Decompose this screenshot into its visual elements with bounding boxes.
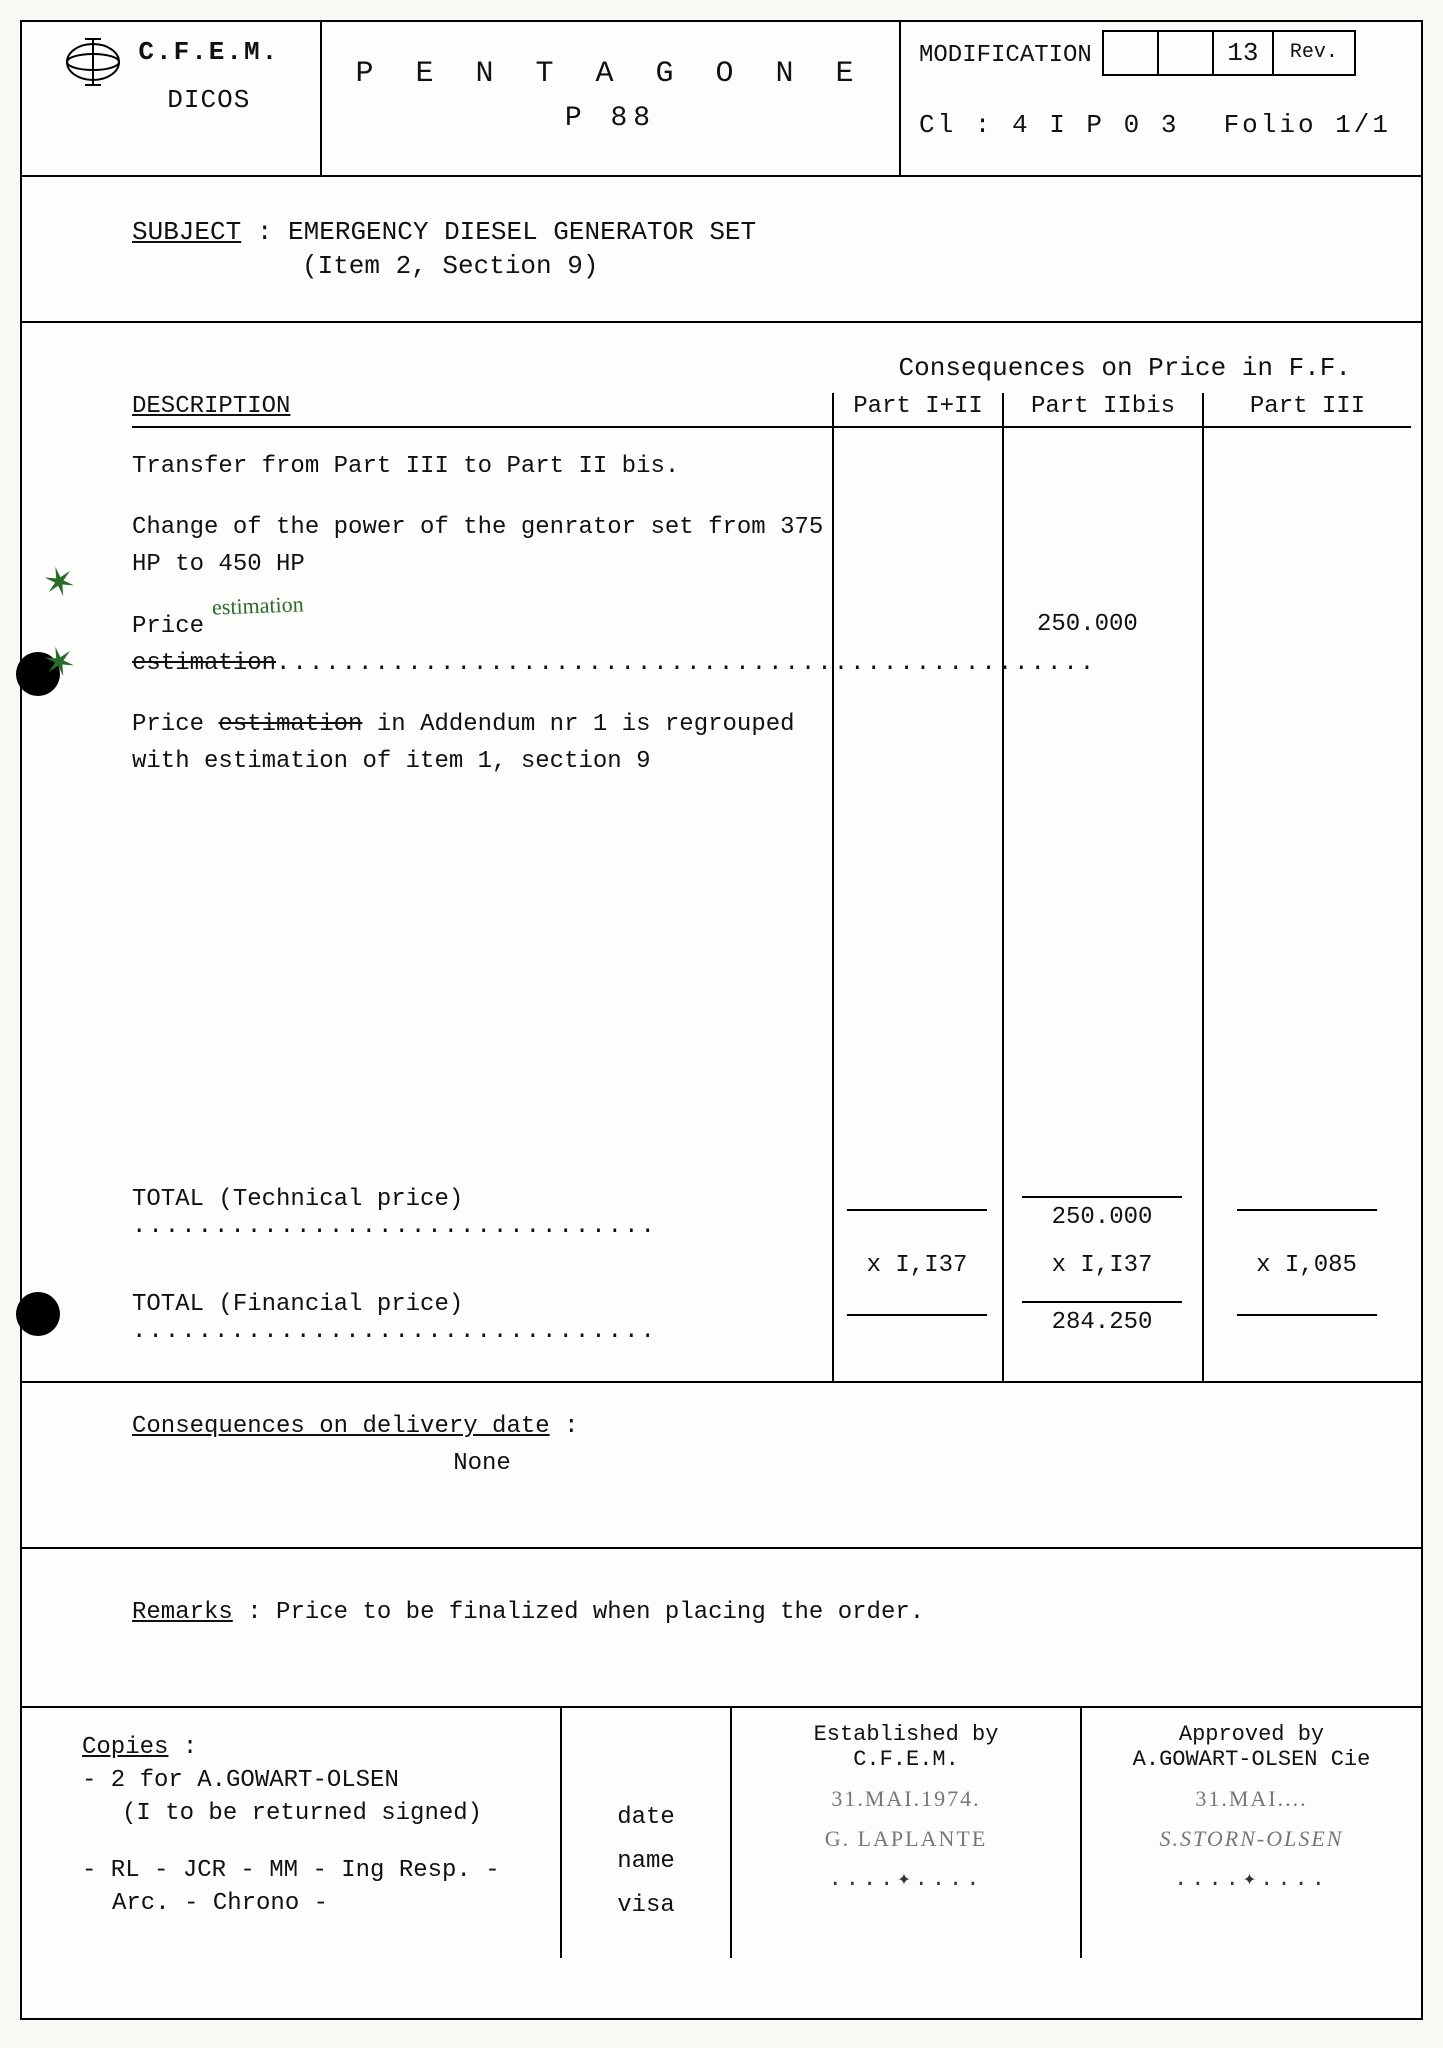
copies-line-1: - 2 for A.GOWART-OLSEN: [82, 1767, 540, 1794]
desc-line-1: Transfer from Part III to Part II bis.: [132, 448, 832, 485]
header-row: C.F.E.M. DICOS P E N T A G O N E P 88 MO…: [22, 22, 1421, 177]
mod-cell-blank: [1159, 32, 1214, 74]
totals-area: TOTAL (Technical price) 250.000 x I,I37 …: [132, 1180, 1411, 1351]
col-description: DESCRIPTION: [132, 393, 290, 420]
approved-by-cell: Approved by A.GOWART-OLSEN Cie 31.MAI...…: [1082, 1708, 1421, 1958]
copies-line-2: (I to be returned signed): [122, 1800, 540, 1827]
handwritten-correction: estimation: [211, 587, 304, 624]
approved-visa: ....✦....: [1090, 1866, 1413, 1892]
colon: :: [233, 1599, 276, 1626]
multiplier-b: x I,I37: [1002, 1252, 1202, 1279]
row-name-label: name: [617, 1848, 675, 1875]
remarks-text: Price to be finalized when placing the o…: [276, 1599, 924, 1626]
col-part-3: Part III: [1202, 393, 1411, 420]
delivery-section: Consequences on delivery date : None: [22, 1383, 1421, 1549]
description-text-area: Transfer from Part III to Part II bis. C…: [132, 428, 832, 780]
price-label-2: Price: [132, 711, 218, 738]
description-section: ✶ ✶ Consequences on Price in F.F. DESCRI…: [22, 323, 1421, 1383]
doc-title-2: P 88: [322, 103, 899, 134]
classification-code: Cl : 4 I P 0 3: [919, 110, 1179, 140]
subject-colon: :: [257, 217, 288, 247]
delivery-label: Consequences on delivery date: [132, 1413, 550, 1440]
row-date-label: date: [617, 1804, 675, 1831]
col-part-2bis: Part IIbis: [1002, 393, 1202, 420]
margin-annotation-icon: ✶: [37, 543, 126, 609]
established-label-1: Established by: [740, 1722, 1072, 1747]
document-page: C.F.E.M. DICOS P E N T A G O N E P 88 MO…: [20, 20, 1423, 2020]
total-tech-b: 250.000: [1052, 1204, 1153, 1231]
approved-name: S.STORN-OLSEN: [1090, 1826, 1413, 1852]
org-name-1: C.F.E.M.: [138, 37, 279, 67]
consequences-title: Consequences on Price in F.F.: [132, 353, 1411, 383]
subject-section: SUBJECT : EMERGENCY DIESEL GENERATOR SET…: [22, 177, 1421, 323]
established-label-2: C.F.E.M.: [740, 1747, 1072, 1772]
signature-row-labels: date name visa: [562, 1708, 732, 1958]
margin-annotation-icon: ✶: [37, 623, 126, 689]
remarks-section: Remarks : Price to be finalized when pla…: [22, 1549, 1421, 1708]
subject-subtext: (Item 2, Section 9): [302, 251, 1381, 281]
established-visa: ....✦....: [740, 1866, 1072, 1892]
footer-section: Copies : - 2 for A.GOWART-OLSEN (I to be…: [22, 1708, 1421, 1958]
desc-line-3: estimation Price estimation: [132, 608, 832, 682]
copies-line-3: - RL - JCR - MM - Ing Resp. -: [82, 1857, 540, 1884]
struck-text: estimation: [218, 711, 362, 738]
rule-line: [1022, 1301, 1182, 1303]
rule-line: [847, 1209, 987, 1211]
rev-label: Rev.: [1274, 32, 1354, 74]
header-org-cell: C.F.E.M. DICOS: [22, 22, 322, 175]
copies-cell: Copies : - 2 for A.GOWART-OLSEN (I to be…: [22, 1708, 562, 1958]
multiplier-a: x I,I37: [832, 1252, 1002, 1279]
doc-title-1: P E N T A G O N E: [322, 57, 899, 91]
established-by-cell: Established by C.F.E.M. 31.MAI.1974. G. …: [732, 1708, 1082, 1958]
leader-dots: [276, 650, 1096, 677]
cfem-logo-icon: [63, 37, 123, 87]
rule-line: [1237, 1314, 1377, 1316]
remarks-label: Remarks: [132, 1599, 233, 1626]
copies-line-4: Arc. - Chrono -: [112, 1890, 540, 1917]
column-headers: DESCRIPTION Part I+II Part IIbis Part II…: [132, 393, 1411, 428]
mod-cell-blank: [1104, 32, 1159, 74]
rule-line: [1237, 1209, 1377, 1211]
delivery-value: None: [132, 1450, 832, 1477]
leader-dots: [132, 1213, 657, 1240]
colon: :: [550, 1413, 579, 1440]
approved-date: 31.MAI....: [1090, 1786, 1413, 1812]
total-technical-text: TOTAL (Technical price): [132, 1186, 463, 1213]
rule-line: [847, 1314, 987, 1316]
total-financial-text: TOTAL (Financial price): [132, 1291, 463, 1318]
desc-line-2: Change of the power of the genrator set …: [132, 509, 832, 583]
leader-dots: [132, 1318, 657, 1345]
total-fin-b: 284.250: [1052, 1309, 1153, 1336]
price-estimation-value: 250.000: [1037, 611, 1138, 638]
established-date: 31.MAI.1974.: [740, 1786, 1072, 1812]
rule-line: [1022, 1196, 1182, 1198]
header-meta-cell: MODIFICATION 13 Rev. Cl : 4 I P 0 3 Foli…: [901, 22, 1421, 175]
approved-label-1: Approved by: [1090, 1722, 1413, 1747]
desc-line-4: Price estimation in Addendum nr 1 is reg…: [132, 706, 832, 780]
established-name: G. LAPLANTE: [740, 1826, 1072, 1852]
modification-label: MODIFICATION: [919, 30, 1092, 69]
struck-text: estimation: [132, 650, 276, 677]
subject-text: EMERGENCY DIESEL GENERATOR SET: [288, 217, 756, 247]
folio-label: Folio 1/1: [1224, 110, 1391, 140]
total-technical-label: TOTAL (Technical price): [132, 1186, 832, 1240]
total-financial-label: TOTAL (Financial price): [132, 1291, 832, 1345]
mod-number: 13: [1214, 32, 1274, 74]
modification-number-box: 13 Rev.: [1102, 30, 1356, 76]
subject-label: SUBJECT: [132, 217, 241, 247]
approved-label-2: A.GOWART-OLSEN Cie: [1090, 1747, 1413, 1772]
org-name-2: DICOS: [138, 85, 279, 115]
col-part-1-2: Part I+II: [832, 393, 1002, 420]
price-label: Price: [132, 613, 204, 640]
multiplier-c: x I,085: [1202, 1252, 1411, 1279]
copies-label: Copies: [82, 1734, 168, 1761]
header-title-cell: P E N T A G O N E P 88: [322, 22, 901, 175]
row-visa-label: visa: [617, 1892, 675, 1919]
